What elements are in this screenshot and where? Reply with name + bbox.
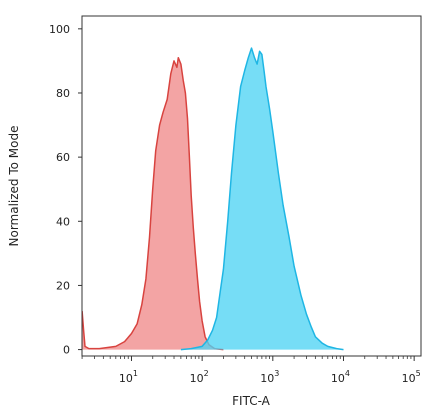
histogram-outline-2 [180,47,344,351]
y-tick-label: 40 [56,215,70,228]
x-tick-label: 101 [119,369,138,385]
x-axis-title: FITC-A [232,394,271,408]
histogram-area-1 [82,57,224,350]
y-tick-label: 60 [56,151,70,164]
x-tick-label: 105 [402,369,421,385]
tick-layer: 0 20 40 60 80 100 101 102 103 104 105 [49,23,421,385]
histogram-area-2 [180,48,344,350]
y-tick-label: 20 [56,279,70,292]
x-tick-label: 102 [190,369,209,385]
y-tick-label: 80 [56,87,70,100]
y-tick-label: 0 [63,344,70,357]
y-axis-title: Normalized To Mode [7,125,21,246]
y-tick-label: 100 [49,23,70,36]
series-layer [82,47,344,351]
x-tick-label: 104 [331,369,350,385]
histogram-outline-1 [82,56,224,351]
x-tick-label: 103 [260,369,279,385]
